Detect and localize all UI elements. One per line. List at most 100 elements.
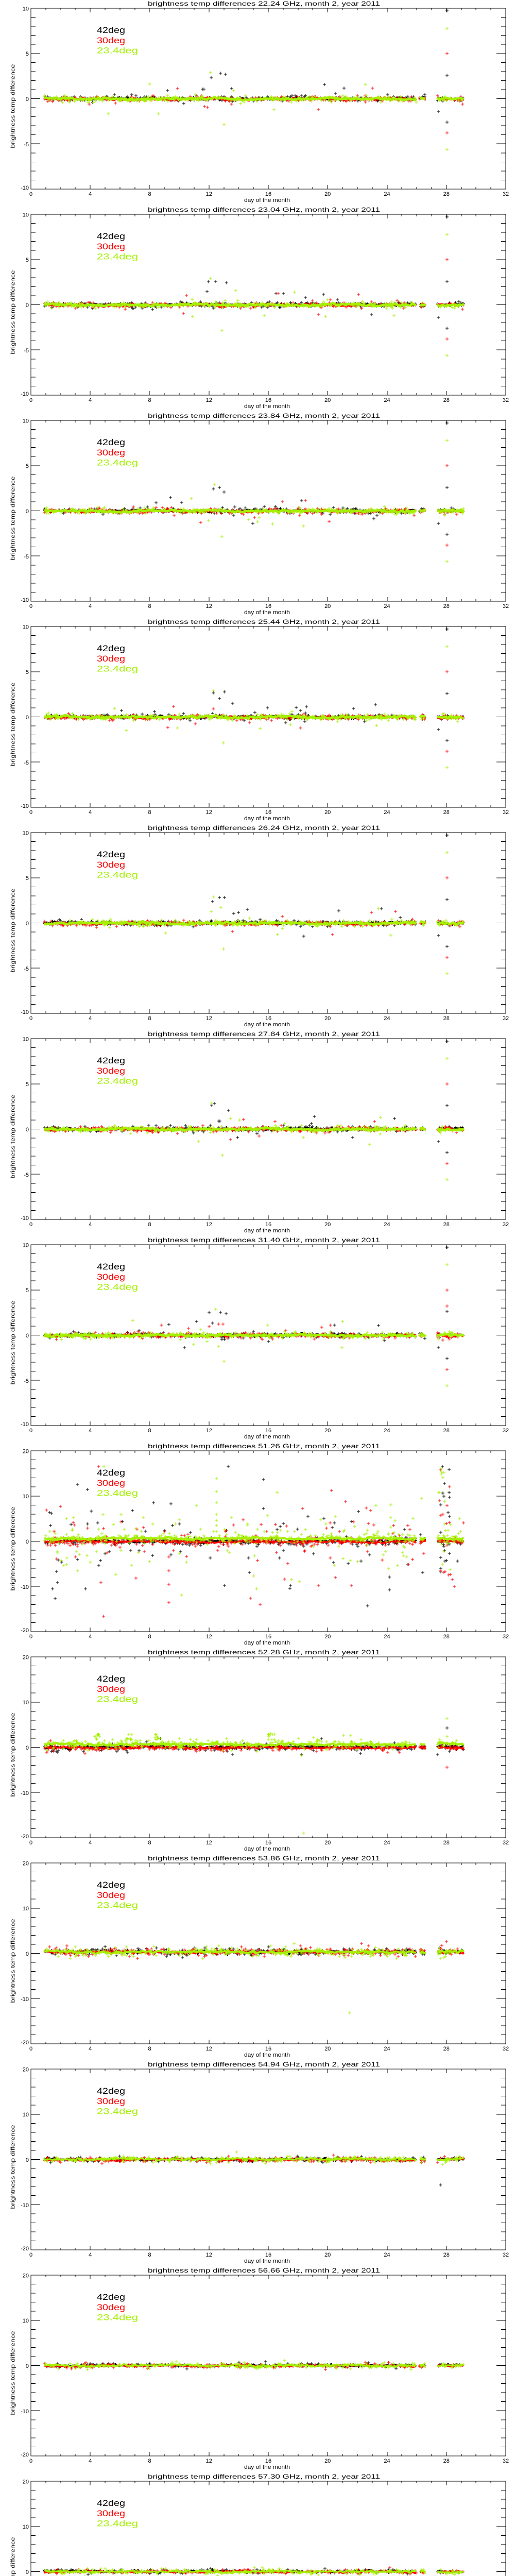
svg-text:20: 20 — [324, 1428, 331, 1434]
svg-text:20: 20 — [23, 2067, 29, 2073]
svg-text:5: 5 — [26, 257, 29, 263]
svg-text:-10: -10 — [21, 2202, 29, 2209]
svg-text:42deg: 42deg — [97, 1880, 125, 1890]
svg-text:12: 12 — [206, 1840, 212, 1846]
svg-text:8: 8 — [148, 2458, 151, 2464]
svg-text:0: 0 — [29, 2252, 32, 2258]
svg-text:32: 32 — [503, 1015, 509, 1022]
svg-text:brightness temp differences 2: brightness temp differences 25.44 GHz, m… — [148, 618, 380, 625]
svg-text:brightness temp difference: brightness temp difference — [10, 270, 16, 354]
svg-text:10: 10 — [23, 1906, 29, 1912]
svg-text:12: 12 — [206, 397, 212, 403]
svg-text:day of the month: day of the month — [244, 2052, 290, 2058]
svg-text:brightness temp difference: brightness temp difference — [10, 889, 16, 973]
svg-text:10: 10 — [23, 2318, 29, 2324]
svg-text:5: 5 — [26, 463, 29, 469]
svg-text:12: 12 — [206, 603, 212, 609]
svg-text:32: 32 — [503, 1840, 509, 1846]
svg-text:brightness temp differences 2: brightness temp differences 23.04 GHz, m… — [148, 206, 380, 213]
svg-text:28: 28 — [443, 2458, 450, 2464]
svg-text:0: 0 — [26, 921, 29, 927]
svg-text:8: 8 — [148, 1428, 151, 1434]
svg-text:4: 4 — [89, 1222, 92, 1228]
svg-text:4: 4 — [89, 2046, 92, 2052]
svg-text:16: 16 — [265, 1222, 271, 1228]
svg-text:16: 16 — [265, 1015, 271, 1022]
svg-text:-10: -10 — [21, 1584, 29, 1590]
svg-text:23.4deg: 23.4deg — [97, 1488, 138, 1498]
svg-text:30deg: 30deg — [97, 1890, 125, 1900]
svg-text:brightness temp difference: brightness temp difference — [10, 1919, 16, 2003]
svg-text:-10: -10 — [21, 803, 29, 809]
svg-text:0: 0 — [26, 96, 29, 103]
svg-text:day of the month: day of the month — [244, 1228, 290, 1234]
svg-text:8: 8 — [148, 2046, 151, 2052]
svg-text:4: 4 — [89, 603, 92, 609]
svg-text:day of the month: day of the month — [244, 403, 290, 410]
svg-text:20: 20 — [324, 2458, 331, 2464]
svg-text:42deg: 42deg — [97, 1262, 125, 1272]
svg-text:-5: -5 — [24, 142, 29, 148]
svg-text:8: 8 — [148, 191, 151, 197]
svg-text:5: 5 — [26, 875, 29, 882]
svg-text:24: 24 — [384, 809, 390, 816]
svg-text:30deg: 30deg — [97, 242, 125, 251]
svg-text:24: 24 — [384, 1222, 390, 1228]
svg-text:16: 16 — [265, 2252, 271, 2258]
svg-text:28: 28 — [443, 1428, 450, 1434]
svg-text:brightness temp differences 2: brightness temp differences 22.24 GHz, m… — [148, 0, 380, 7]
svg-text:8: 8 — [148, 1634, 151, 1640]
svg-text:20: 20 — [324, 2252, 331, 2258]
svg-text:day of the month: day of the month — [244, 1640, 290, 1646]
svg-text:8: 8 — [148, 397, 151, 403]
svg-text:20: 20 — [324, 809, 331, 816]
svg-text:8: 8 — [148, 1840, 151, 1846]
svg-text:brightness temp difference: brightness temp difference — [10, 683, 16, 767]
svg-text:16: 16 — [265, 809, 271, 816]
svg-text:20: 20 — [324, 2046, 331, 2052]
svg-text:16: 16 — [265, 1428, 271, 1434]
svg-text:8: 8 — [148, 1222, 151, 1228]
svg-text:10: 10 — [23, 2524, 29, 2530]
svg-text:30deg: 30deg — [97, 1066, 125, 1076]
svg-text:12: 12 — [206, 1634, 212, 1640]
svg-text:0: 0 — [26, 1951, 29, 1957]
svg-text:10: 10 — [23, 1494, 29, 1500]
svg-text:0: 0 — [29, 1634, 32, 1640]
svg-text:32: 32 — [503, 191, 509, 197]
svg-text:brightness temp difference: brightness temp difference — [10, 1507, 16, 1591]
svg-text:42deg: 42deg — [97, 1468, 125, 1478]
svg-text:0: 0 — [29, 191, 32, 197]
svg-text:8: 8 — [148, 2252, 151, 2258]
svg-text:0: 0 — [29, 809, 32, 816]
svg-text:30deg: 30deg — [97, 1478, 125, 1488]
svg-text:23.4deg: 23.4deg — [97, 2519, 138, 2529]
svg-text:0: 0 — [26, 2363, 29, 2369]
svg-text:16: 16 — [265, 1634, 271, 1640]
svg-text:28: 28 — [443, 1634, 450, 1640]
svg-text:12: 12 — [206, 1222, 212, 1228]
svg-text:0: 0 — [26, 509, 29, 515]
svg-text:32: 32 — [503, 1428, 509, 1434]
svg-text:42deg: 42deg — [97, 437, 125, 447]
svg-text:0: 0 — [26, 1745, 29, 1751]
svg-text:23.4deg: 23.4deg — [97, 664, 138, 674]
svg-text:4: 4 — [89, 809, 92, 816]
svg-text:23.4deg: 23.4deg — [97, 458, 138, 468]
svg-text:12: 12 — [206, 809, 212, 816]
svg-text:12: 12 — [206, 2046, 212, 2052]
svg-text:brightness temp differences 5: brightness temp differences 51.26 GHz, m… — [148, 1443, 380, 1450]
svg-text:28: 28 — [443, 397, 450, 403]
svg-text:5: 5 — [26, 669, 29, 675]
svg-text:0: 0 — [26, 1333, 29, 1339]
svg-text:16: 16 — [265, 2046, 271, 2052]
svg-text:-10: -10 — [21, 1996, 29, 2003]
svg-text:0: 0 — [26, 302, 29, 309]
svg-text:day of the month: day of the month — [244, 1434, 290, 1440]
svg-text:23.4deg: 23.4deg — [97, 2313, 138, 2323]
svg-text:20: 20 — [23, 1861, 29, 1867]
svg-text:-10: -10 — [21, 1421, 29, 1428]
svg-text:10: 10 — [23, 624, 29, 631]
svg-text:-20: -20 — [21, 1628, 29, 1634]
svg-text:23.4deg: 23.4deg — [97, 46, 138, 56]
